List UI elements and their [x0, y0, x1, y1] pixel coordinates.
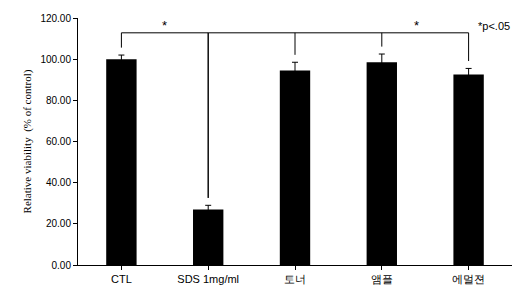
- svg-text:0.00: 0.00: [52, 260, 72, 271]
- svg-text:앰플: 앰플: [371, 273, 393, 285]
- svg-text:120.00: 120.00: [40, 13, 71, 24]
- svg-text:60.00: 60.00: [46, 136, 71, 147]
- svg-text:*p<.05: *p<.05: [478, 20, 510, 32]
- svg-text:에멀젼: 에멀젼: [452, 273, 485, 285]
- svg-text:*: *: [414, 18, 419, 33]
- svg-text:토너: 토너: [284, 273, 306, 285]
- svg-text:*: *: [162, 18, 167, 33]
- svg-text:80.00: 80.00: [46, 95, 71, 106]
- svg-text:40.00: 40.00: [46, 177, 71, 188]
- svg-text:Relative viability (% of cont: Relative viability (% of control): [21, 69, 34, 213]
- svg-text:SDS 1mg/ml: SDS 1mg/ml: [177, 273, 239, 285]
- svg-text:CTL: CTL: [111, 273, 132, 285]
- svg-text:100.00: 100.00: [40, 54, 71, 65]
- svg-text:20.00: 20.00: [46, 218, 71, 229]
